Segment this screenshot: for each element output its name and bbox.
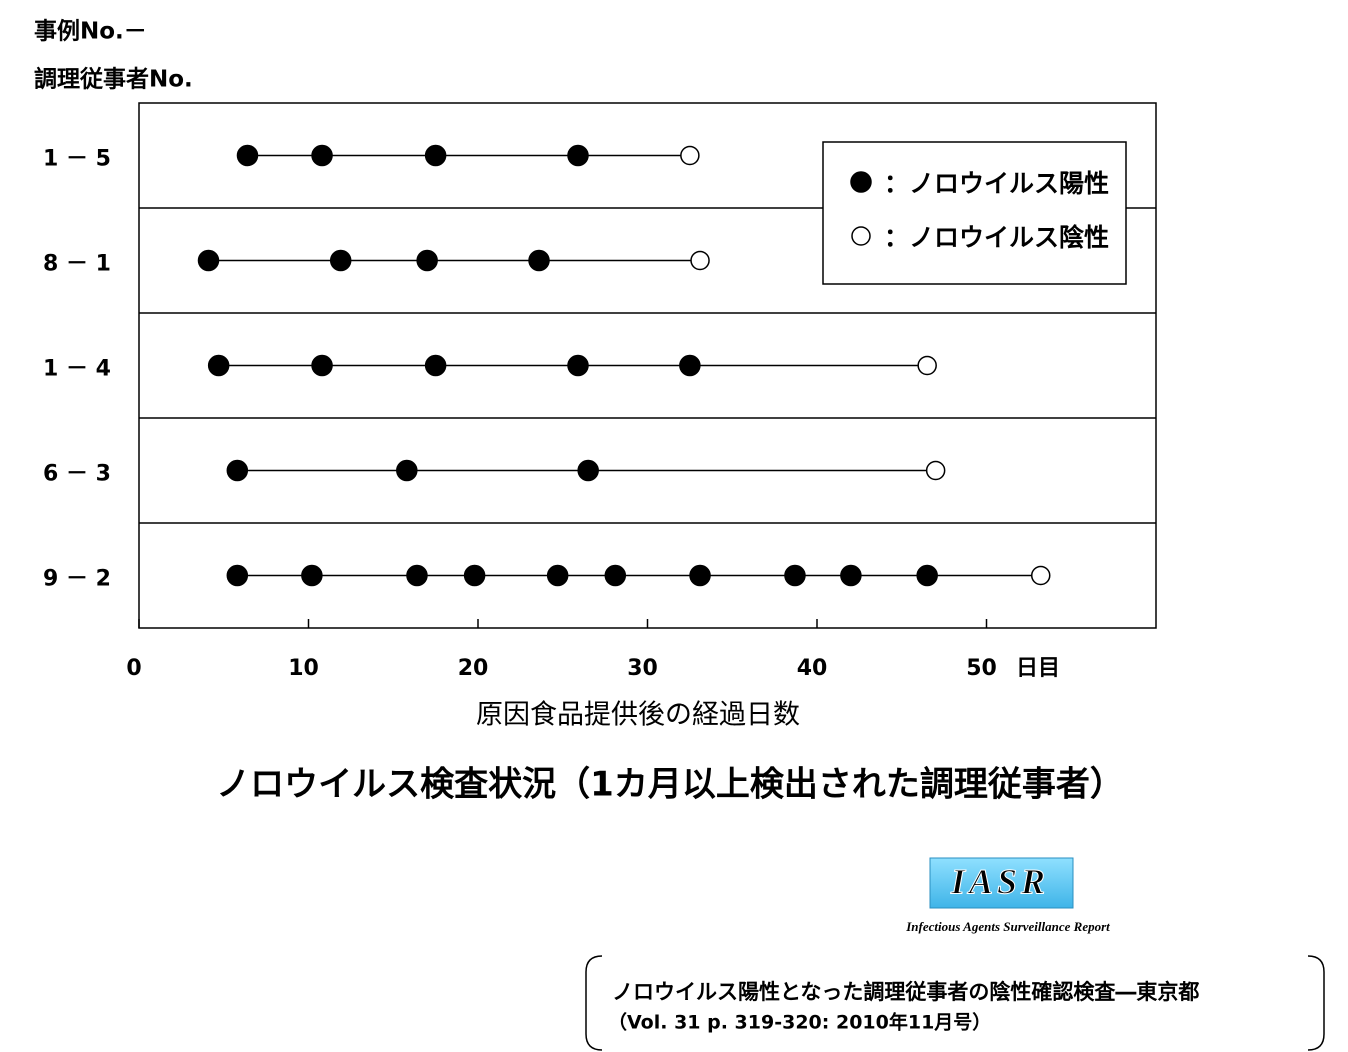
caption: 事例No.－ — [34, 19, 147, 45]
positive-dot — [679, 354, 701, 377]
negative-dot — [690, 250, 710, 271]
chart-title: ノロウイルス検査状況（1カ月以上検出された調理従事者） — [216, 765, 1124, 805]
x-unit: 日目 — [1016, 656, 1060, 681]
plot: 0 10 20 30 40 50 1 － 5 8 － 1 1 － 4 6 － 3 9 － 2 ：ノロウ… — [43, 102, 1157, 681]
negative-dot — [1030, 565, 1051, 586]
logo-title: IASR — [950, 861, 1049, 901]
positive-dot — [301, 564, 323, 587]
negative-dot — [917, 355, 937, 376]
y-tick-label: 1 － 5 — [43, 147, 111, 172]
positive-dot — [416, 249, 438, 272]
negative-dot — [925, 460, 946, 481]
positive-dot — [311, 354, 333, 377]
logo-box — [929, 857, 1074, 909]
legend-marker — [851, 226, 871, 246]
x-tick-label: 50 — [966, 656, 997, 681]
positive-dot — [406, 564, 428, 587]
positive-dot — [840, 564, 862, 587]
bracket-left — [585, 955, 603, 1051]
negative-dot — [680, 145, 700, 166]
citation-source: （Vol. 31 p. 319-320: 2010年11月号） — [608, 1011, 991, 1034]
legend-label: ：ノロウイルス陰性 — [884, 223, 1109, 252]
y-tick-label: 1 － 4 — [43, 357, 111, 382]
positive-dot — [207, 354, 230, 377]
positive-dot — [916, 564, 938, 587]
positive-dot — [311, 144, 333, 167]
positive-dot — [689, 564, 711, 587]
positive-dot — [197, 249, 220, 272]
positive-dot — [463, 564, 486, 587]
positive-dot — [226, 459, 249, 482]
positive-dot — [546, 564, 569, 587]
x-tick-label: 0 — [126, 656, 141, 681]
positive-dot — [784, 564, 806, 587]
citation-title: ノロウイルス陽性となった調理従事者の陰性確認検査―東京都 — [612, 980, 1199, 1004]
positive-dot — [236, 144, 259, 167]
positive-dot — [567, 354, 589, 377]
x-tick-label: 30 — [627, 656, 658, 681]
positive-dot — [396, 459, 418, 482]
positive-dot — [567, 144, 589, 167]
positive-dot — [528, 249, 550, 272]
y-tick-label: 6 － 3 — [43, 462, 111, 487]
y-tick-label: 9 － 2 — [43, 567, 111, 592]
x-axis-label: 原因食品提供後の経過日数 — [476, 700, 800, 731]
positive-dot — [424, 354, 447, 377]
positive-dot — [226, 564, 249, 587]
positive-dot — [329, 249, 352, 272]
positive-dot — [577, 459, 599, 482]
bracket-right — [1307, 955, 1325, 1051]
logo-subtitle: Infectious Agents Surveillance Report — [905, 919, 1110, 934]
x-tick-label: 20 — [458, 656, 489, 681]
x-tick-label: 40 — [797, 656, 828, 681]
legend-box — [822, 141, 1127, 285]
legend-marker — [850, 171, 872, 193]
y-tick-label: 8 － 1 — [43, 252, 111, 277]
y-axis-label: 調理従事者No. — [34, 66, 193, 93]
legend-label: ：ノロウイルス陽性 — [884, 169, 1109, 198]
positive-dot — [424, 144, 447, 167]
x-tick-label: 10 — [288, 656, 319, 681]
positive-dot — [604, 564, 627, 587]
